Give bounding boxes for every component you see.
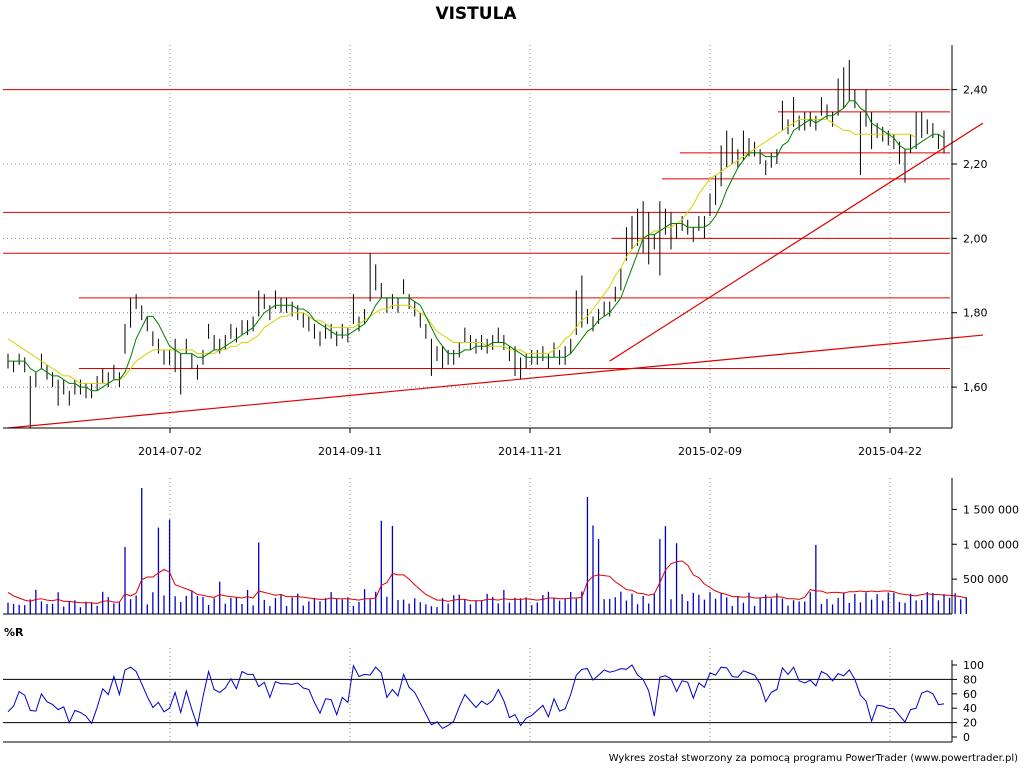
trendline-1 <box>609 122 984 362</box>
volume-ytick-label-1: 1 000 000 <box>963 538 1019 551</box>
volume-bars <box>7 488 967 614</box>
wr-ytick-label-0: 0 <box>963 731 970 744</box>
date-tick-label-1: 2014-09-11 <box>318 445 382 458</box>
price-panel: 1,60 1,80 2,00 2,20 2,40 2014-07-02 2014-09-1… <box>3 45 988 458</box>
williams-r-series <box>7 664 945 730</box>
volume-moving-average <box>7 560 967 605</box>
price-bars <box>7 59 945 428</box>
price-ytick-label-3: 2,20 <box>963 158 988 171</box>
price-ytick-label-1: 1,80 <box>963 307 988 320</box>
wr-ytick-label-1: 20 <box>963 717 977 730</box>
trendlines <box>7 122 984 429</box>
williams-r-line <box>7 664 945 730</box>
volume-ytick-label-2: 1 500 000 <box>963 503 1019 516</box>
date-tick-label-2: 2014-11-21 <box>498 445 562 458</box>
volume-ytick-label-0: 500 000 <box>963 573 1009 586</box>
long-ma-line <box>7 118 917 384</box>
date-tick-label-3: 2015-02-09 <box>678 445 742 458</box>
date-tick-label-4: 2015-04-22 <box>858 445 922 458</box>
williams-r-label: %R <box>4 626 24 639</box>
footer-credit: Wykres został stworzony za pomocą progra… <box>609 753 1018 764</box>
volume-gridlines <box>169 478 891 614</box>
price-gridlines <box>3 45 952 428</box>
wr-ytick-label-3: 60 <box>963 688 977 701</box>
date-x-ticks: 2014-07-02 2014-09-11 2014-11-21 2015-02-09… <box>138 428 922 458</box>
price-ytick-label-2: 2,00 <box>963 232 988 245</box>
date-tick-label-0: 2014-07-02 <box>138 445 202 458</box>
williams-r-reference-lines <box>3 678 952 724</box>
volume-y-ticks: 500 000 1 000 000 1 500 000 <box>952 503 1019 586</box>
wr-ytick-label-2: 40 <box>963 702 977 715</box>
volume-panel: 500 000 1 000 000 1 500 000 <box>3 478 1019 615</box>
support-resistance-levels <box>3 89 950 429</box>
wr-ytick-label-4: 80 <box>963 673 977 686</box>
price-ytick-label-4: 2,40 <box>963 84 988 97</box>
chart-title: VISTULA <box>435 4 517 24</box>
williams-r-gridlines <box>169 648 891 742</box>
short-ma-line <box>8 100 945 392</box>
trendline-0 <box>7 334 984 429</box>
volume-ma-line <box>7 560 967 605</box>
wr-ytick-label-5: 100 <box>963 659 984 672</box>
moving-averages <box>7 100 945 392</box>
price-y-ticks: 1,60 1,80 2,00 2,20 2,40 <box>952 84 988 394</box>
price-ytick-label-0: 1,60 <box>963 381 988 394</box>
